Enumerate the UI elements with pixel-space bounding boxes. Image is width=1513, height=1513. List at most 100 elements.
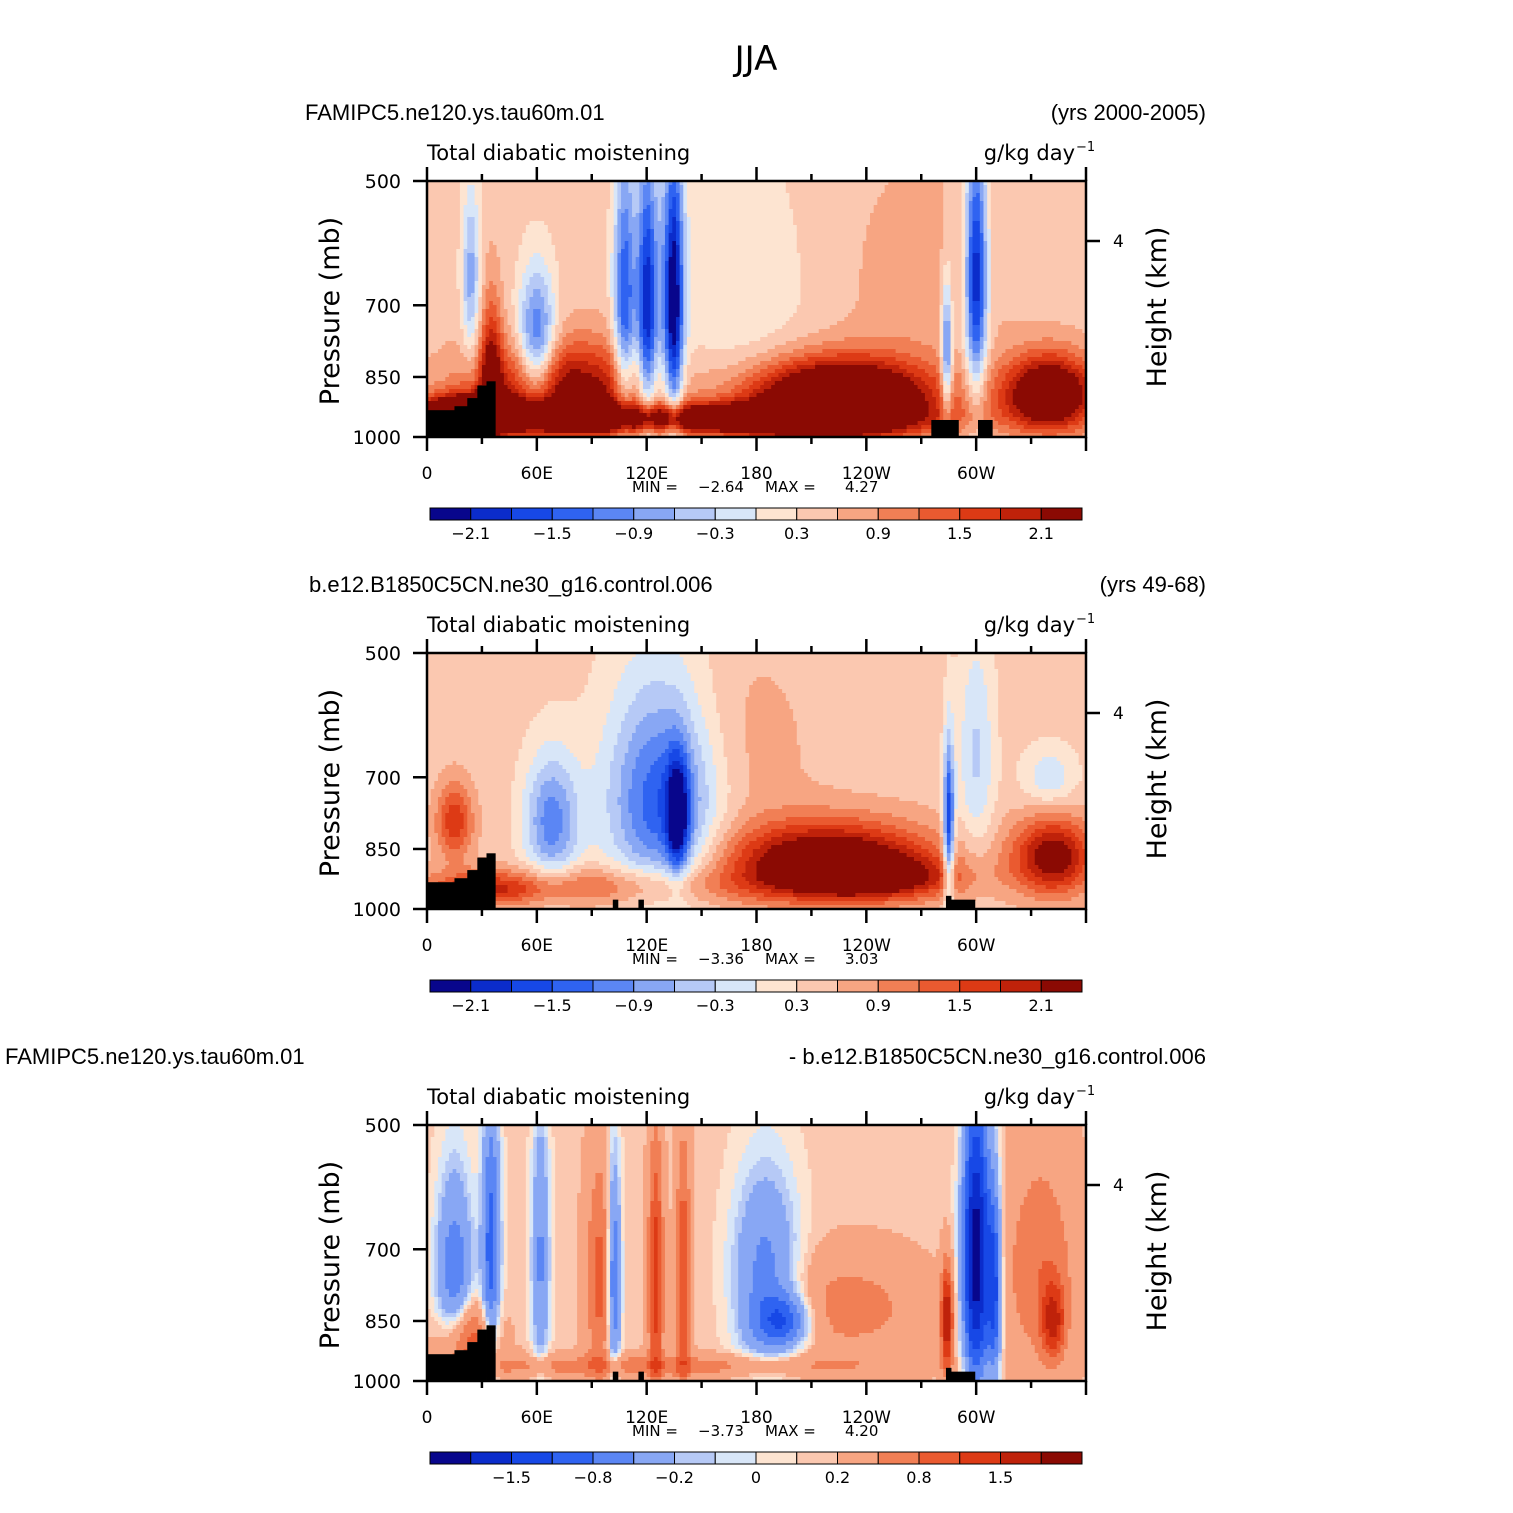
y-tick-label: 850: [365, 839, 401, 861]
contour-cell: [712, 669, 948, 674]
contour-cell: [683, 197, 688, 202]
contour-cell: [1020, 865, 1029, 870]
contour-cell: [954, 785, 959, 790]
contour-cell: [928, 373, 941, 378]
contour-cell: [1023, 413, 1072, 418]
contour-cell: [427, 269, 457, 274]
contour-cell: [679, 249, 684, 254]
contour-cell: [939, 801, 944, 806]
contour-cell: [990, 813, 1007, 818]
contour-cell: [664, 789, 670, 794]
contour-cell: [668, 821, 688, 826]
contour-cell: [683, 185, 688, 190]
contour-cell: [657, 757, 670, 762]
contour-cell: [943, 821, 948, 826]
contour-cell: [569, 817, 578, 822]
contour-cell: [939, 897, 944, 902]
contour-cell: [427, 389, 435, 394]
contour-cell: [621, 401, 637, 406]
contour-cell: [965, 337, 970, 342]
contour-cell: [621, 349, 626, 354]
contour-cell: [427, 725, 531, 730]
contour-cell: [1020, 785, 1040, 790]
contour-cell: [708, 789, 717, 794]
contour-cell: [500, 345, 505, 350]
contour-cell: [972, 261, 981, 266]
contour-cell: [617, 329, 622, 334]
contour-cell: [459, 205, 465, 210]
contour-cell: [690, 289, 802, 294]
contour-cell: [683, 885, 692, 890]
contour-cell: [1001, 761, 1018, 766]
contour-cell: [529, 221, 545, 226]
contour-cell: [690, 805, 695, 810]
contour-cell: [891, 893, 915, 898]
contour-cell: [489, 285, 498, 290]
contour-cell: [511, 805, 523, 810]
contour-cell: [675, 217, 681, 222]
contour-cell: [965, 229, 970, 234]
contour-cell: [573, 865, 611, 870]
contour-cell: [686, 297, 692, 302]
contour-cell: [492, 241, 523, 246]
contour-cell: [723, 741, 747, 746]
contour-cell: [943, 733, 948, 738]
contour-cell: [672, 337, 677, 342]
contour-cell: [990, 725, 999, 730]
contour-cell: [610, 785, 622, 790]
contour-cell: [1067, 421, 1080, 426]
contour-cell: [445, 813, 465, 818]
contour-cell: [610, 429, 618, 434]
contour-cell: [749, 773, 809, 778]
contour-cell: [628, 321, 633, 326]
contour-cell: [965, 265, 970, 270]
contour-cell: [551, 373, 560, 378]
contour-cell: [628, 429, 637, 434]
contour-cell: [683, 289, 688, 294]
contour-cell: [708, 889, 728, 894]
contour-cell: [968, 313, 974, 318]
contour-cell: [518, 373, 527, 378]
contour-cell: [591, 765, 611, 770]
contour-cell: [946, 773, 952, 778]
contour-cell: [474, 293, 479, 298]
contour-cell: [957, 821, 966, 826]
contour-cell: [650, 273, 655, 278]
contour-cell: [917, 897, 941, 902]
contour-cell: [481, 357, 487, 362]
contour-cell: [478, 237, 483, 242]
contour-cell: [621, 361, 633, 366]
contour-cell: [481, 333, 487, 338]
contour-cell: [679, 861, 684, 866]
contour-cell: [635, 425, 644, 430]
contour-cell: [686, 389, 699, 394]
contour-cell: [643, 189, 651, 194]
contour-cell: [954, 753, 963, 758]
contour-cell: [690, 301, 802, 306]
contour-cell: [683, 845, 688, 850]
contour-cell: [686, 221, 692, 226]
contour-cell: [690, 745, 703, 750]
contour-cell: [675, 325, 681, 330]
contour-cell: [540, 745, 567, 750]
contour-cell: [1078, 345, 1086, 350]
contour-cell: [595, 753, 615, 758]
contour-cell: [697, 873, 710, 878]
contour-cell: [547, 325, 553, 330]
contour-cell: [643, 789, 659, 794]
contour-cell: [979, 357, 985, 362]
contour-cell: [987, 397, 992, 402]
contour-cell: [679, 325, 684, 330]
contour-cell: [716, 813, 725, 818]
contour-cell: [621, 809, 629, 814]
contour-cell: [946, 709, 952, 714]
contour-cell: [683, 301, 688, 306]
colorbar-swatch: [918, 507, 961, 521]
contour-cell: [529, 721, 607, 726]
contour-cell: [481, 313, 487, 318]
contour-cell: [968, 217, 974, 222]
contour-cell: [767, 905, 900, 909]
contour-cell: [459, 209, 465, 214]
contour-cell: [771, 845, 889, 850]
contour-cell: [987, 221, 992, 226]
